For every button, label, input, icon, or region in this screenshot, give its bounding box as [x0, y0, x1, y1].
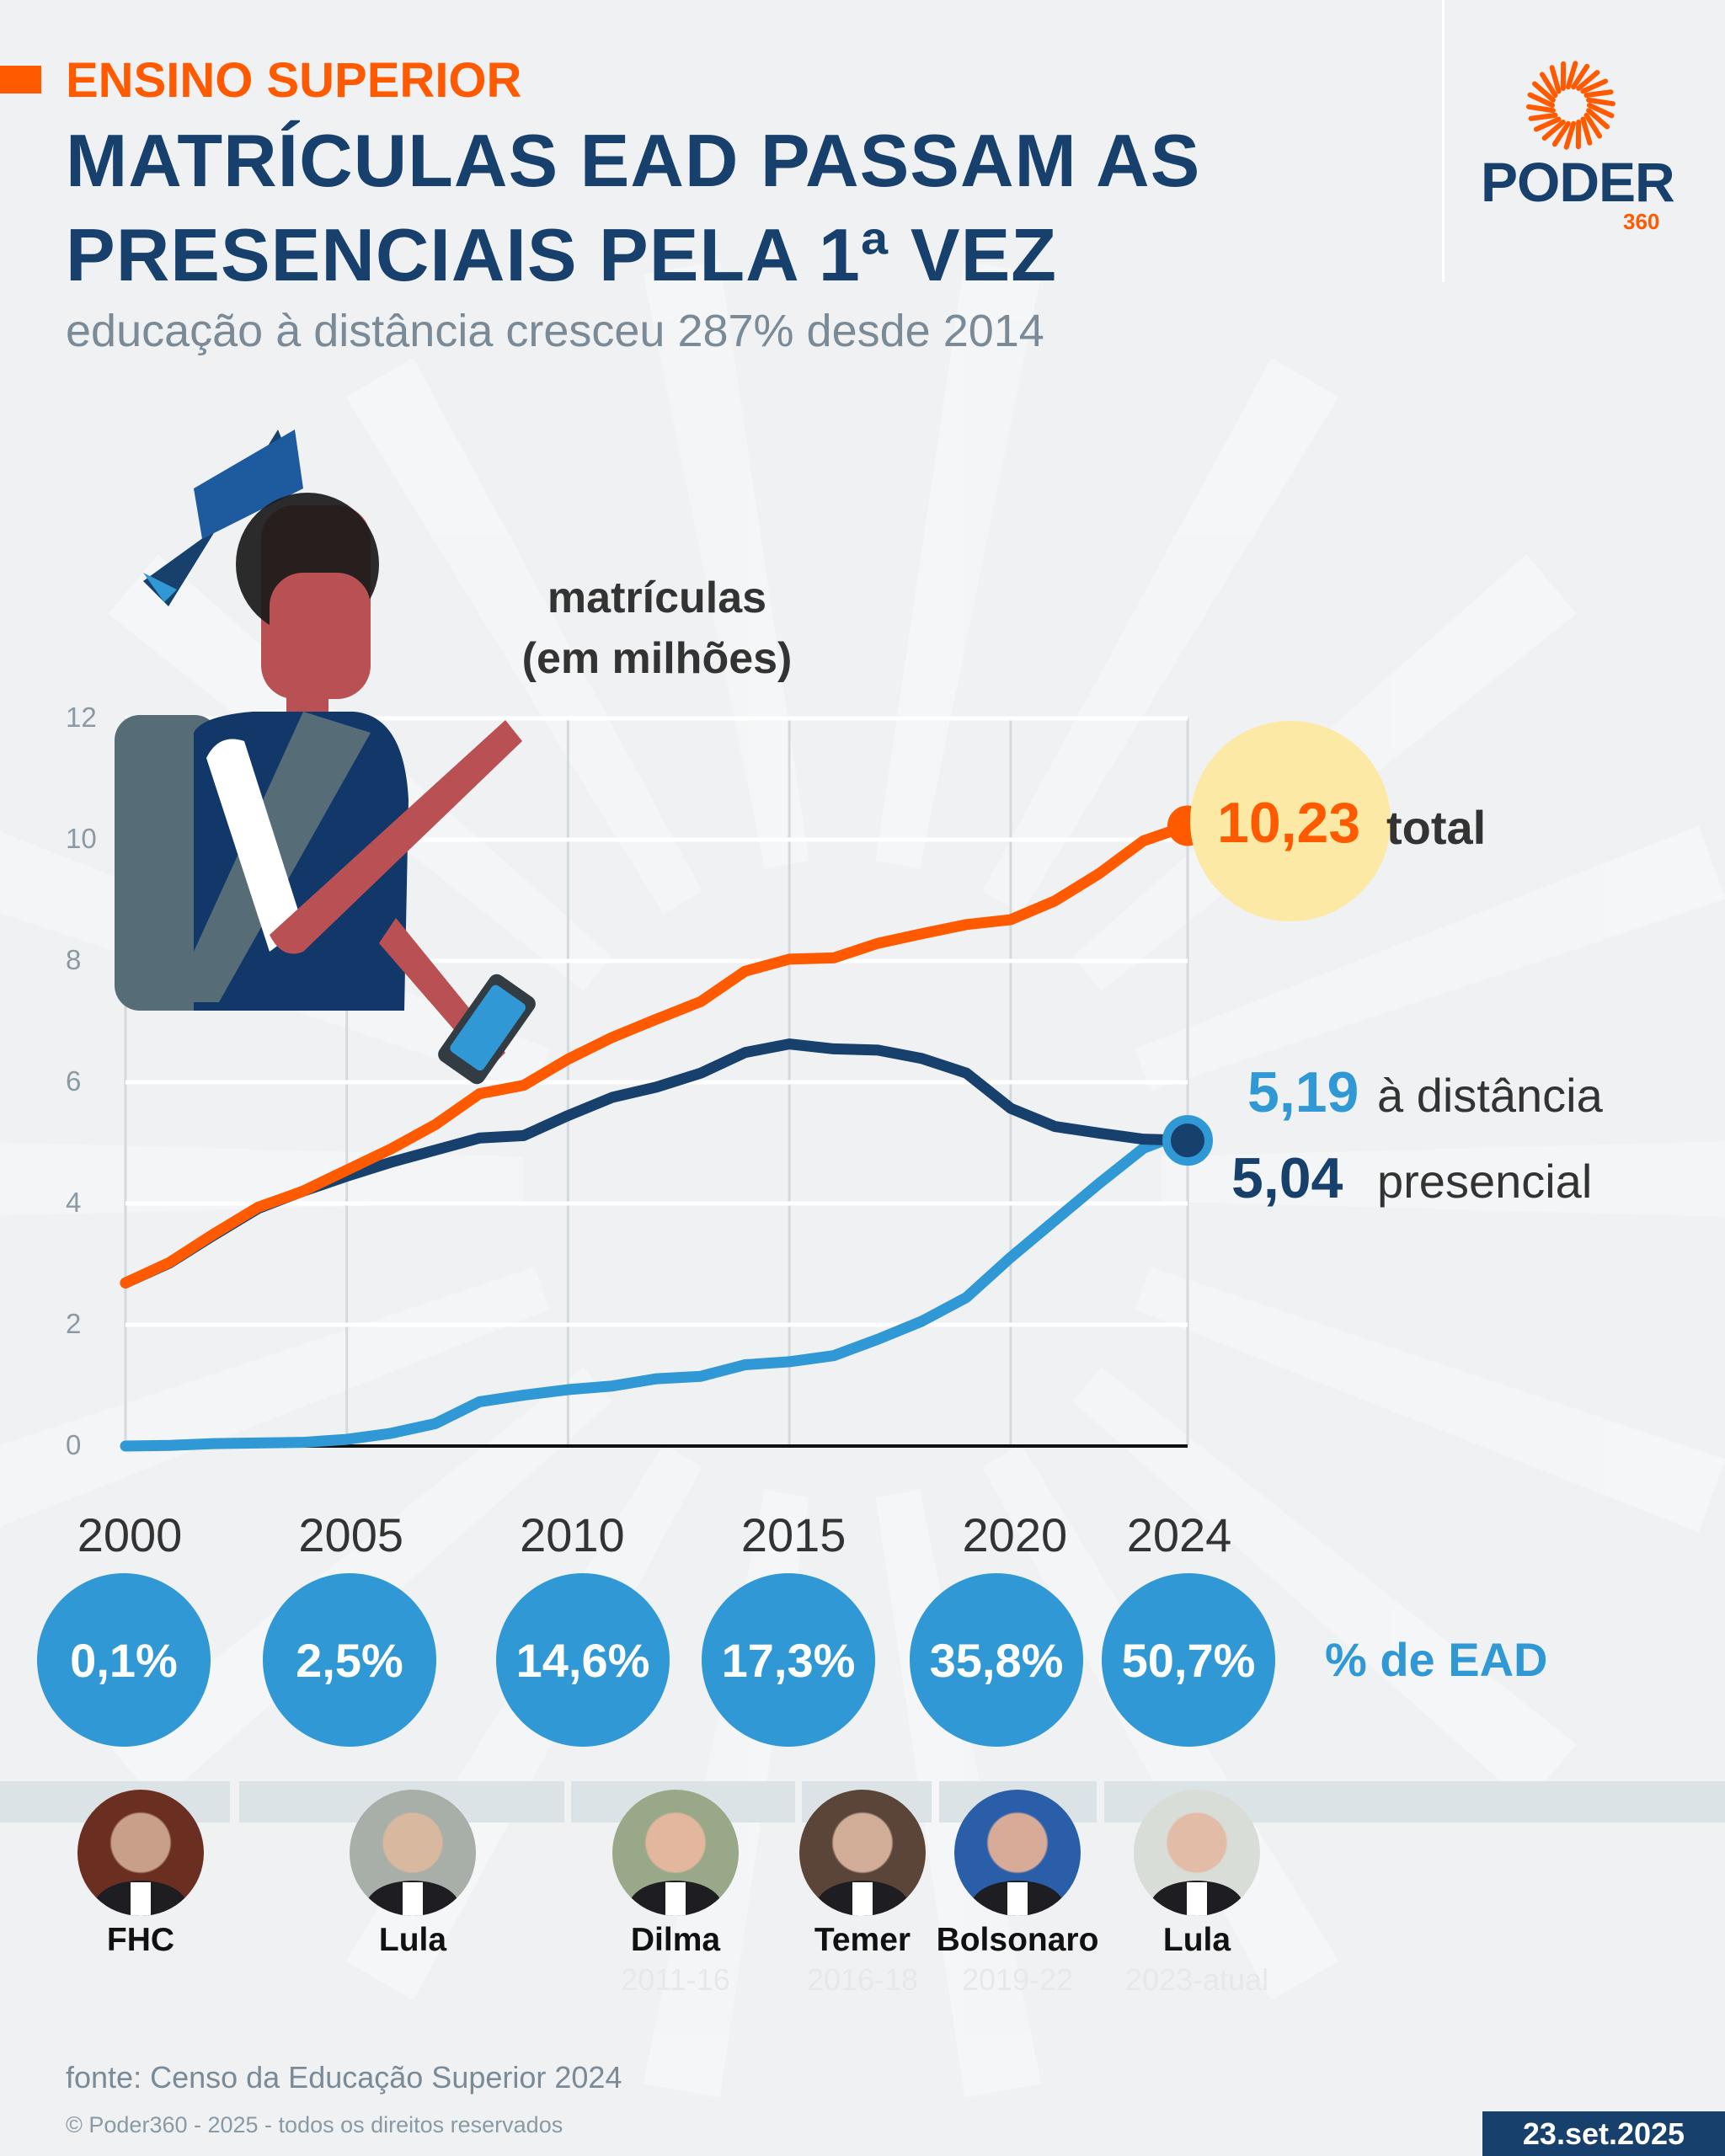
background-ray — [1135, 1267, 1725, 1533]
background-ray — [345, 358, 702, 915]
y-tick-label: 6 — [66, 1065, 82, 1097]
sun-ray — [1576, 70, 1600, 91]
presencial-label: presencial — [1377, 1155, 1593, 1208]
headline-line-2: PRESENCIAIS PELA 1ª VEZ — [66, 213, 1058, 296]
ead-presencial-end-marker — [1162, 1115, 1213, 1166]
x-tick-label: 2015 — [740, 1508, 846, 1561]
y-tick-label: 12 — [66, 702, 97, 733]
president-term-years: 2019-22 — [961, 1962, 1074, 1997]
x-tick-label: 2005 — [298, 1508, 403, 1561]
header-divider — [1442, 0, 1445, 282]
headline-line-1: MATRÍCULAS EAD PASSAM AS — [66, 119, 1201, 202]
ead-share-2005: 2,5% — [263, 1573, 436, 1747]
sun-ray — [1586, 97, 1616, 107]
x-tick-label: 2020 — [962, 1508, 1068, 1561]
date-badge: 23.set.2025 — [1482, 2111, 1725, 2156]
copyright: © Poder360 - 2025 - todos os direitos re… — [66, 2112, 563, 2137]
x-tick-label: 2010 — [520, 1508, 625, 1561]
ead-share-2020: 35,8% — [910, 1573, 1083, 1747]
president-portrait — [1134, 1790, 1260, 1916]
president-term-years: 2011-16 — [621, 1962, 730, 1997]
ead-share-2010: 14,6% — [496, 1573, 670, 1747]
ead-share-2024: 50,7% — [1102, 1573, 1275, 1747]
president-name: Temer — [814, 1922, 911, 1958]
president-name: FHC — [106, 1922, 175, 1958]
series-line-ead — [120, 1125, 1194, 1452]
y-tick-label: 2 — [66, 1308, 82, 1339]
sun-ray — [1586, 108, 1610, 130]
total-highlight — [1190, 721, 1391, 921]
total-label: total — [1386, 801, 1487, 854]
ead-value: 5,19 — [1247, 1060, 1359, 1124]
unit-label-line-2: (em milhões) — [521, 634, 793, 683]
president-name: Lula — [378, 1922, 447, 1958]
logo-suffix: 360 — [1623, 209, 1660, 234]
poder360-sun-icon — [1526, 61, 1616, 150]
background-ray — [0, 1267, 550, 1527]
ead-share-label: % de EAD — [1325, 1633, 1548, 1686]
sun-ray — [1551, 120, 1571, 147]
sun-ray — [1539, 72, 1558, 99]
sun-ray — [1583, 89, 1614, 99]
ead-label: à distância — [1377, 1069, 1603, 1122]
president-term-years: 2016-18 — [806, 1962, 919, 1997]
president-name: Lula — [1162, 1922, 1231, 1958]
sun-ray — [1527, 92, 1555, 108]
president-term-years: 2023-atual — [1124, 1962, 1269, 1997]
y-tick-label: 10 — [66, 823, 97, 854]
presencial-value: 5,04 — [1231, 1146, 1343, 1210]
background-ray — [1135, 825, 1725, 1091]
sun-ray — [1580, 116, 1593, 146]
section-tag: ENSINO SUPERIOR — [66, 53, 522, 108]
sun-ray — [1580, 78, 1609, 94]
x-tick-label: 2024 — [1126, 1508, 1232, 1561]
sun-ray — [1583, 112, 1603, 139]
sun-ray — [1563, 120, 1577, 150]
background-ray — [982, 358, 1339, 915]
ead-share-2000: 0,1% — [37, 1573, 211, 1747]
sun-ray — [1526, 104, 1556, 114]
sun-ray — [1532, 81, 1556, 103]
sun-ray — [1565, 61, 1578, 90]
background-ray — [1072, 1367, 1577, 1804]
subtitle: educação à distância cresceu 287% desde … — [66, 306, 1044, 356]
president-portrait — [77, 1790, 204, 1916]
sun-ray — [1533, 116, 1562, 132]
y-tick-label: 0 — [66, 1429, 82, 1460]
logo-wordmark: PODER — [1481, 151, 1675, 213]
sun-ray — [1549, 65, 1562, 94]
unit-label-line-1: matrículas — [547, 574, 767, 622]
student-illustration — [115, 430, 536, 1085]
president-portrait — [350, 1790, 476, 1916]
tag-marker — [0, 66, 41, 93]
ead-share-2015: 17,3% — [702, 1573, 875, 1747]
series-line-total — [120, 819, 1194, 1289]
president-portrait — [954, 1790, 1081, 1916]
sun-ray — [1571, 63, 1590, 90]
sun-ray — [1528, 112, 1558, 121]
president-portrait — [612, 1790, 739, 1916]
x-tick-label: 2000 — [77, 1508, 183, 1561]
source-note: fonte: Censo da Educação Superior 2024 — [66, 2060, 622, 2095]
president-portrait — [799, 1790, 926, 1916]
y-tick-label: 8 — [66, 944, 82, 975]
sun-ray — [1541, 120, 1566, 141]
president-name: Bolsonaro — [936, 1922, 1099, 1958]
total-value: 10,23 — [1217, 791, 1361, 855]
president-name: Dilma — [630, 1922, 721, 1958]
background-ray — [1162, 1141, 1725, 1217]
y-tick-label: 4 — [66, 1187, 82, 1218]
sun-ray — [1587, 103, 1615, 119]
